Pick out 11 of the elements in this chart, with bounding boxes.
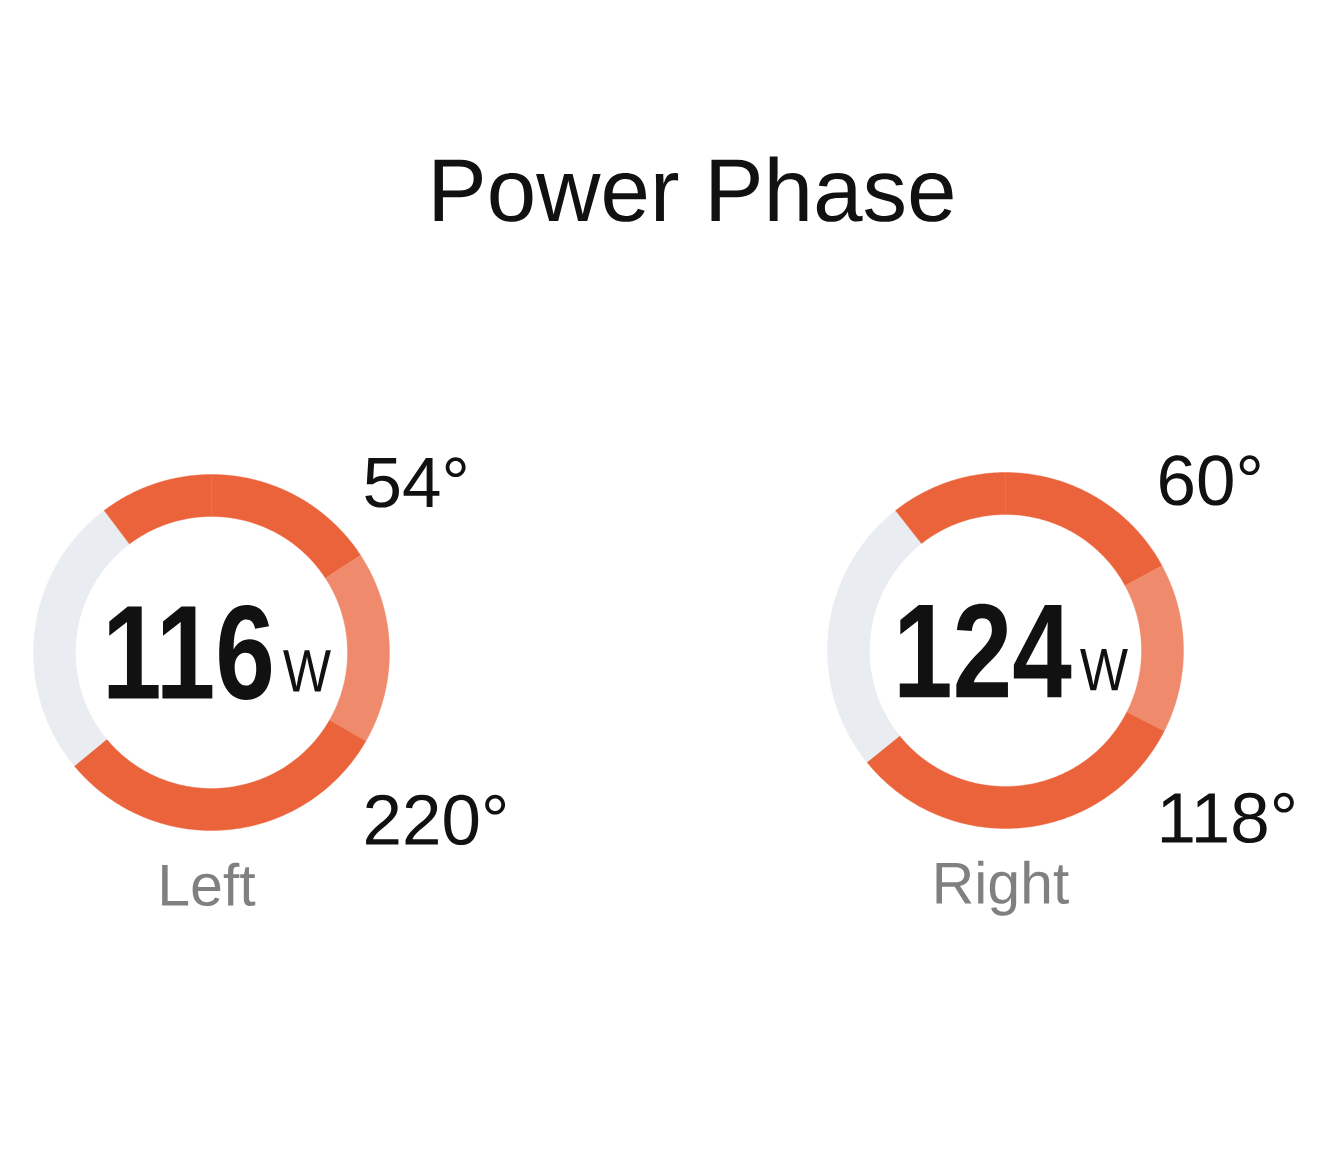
text: W xyxy=(1080,648,1128,691)
text: 124 xyxy=(899,603,1072,698)
text: 54° xyxy=(365,457,466,508)
text: Right xyxy=(936,860,1069,916)
text: 118° xyxy=(1161,792,1294,844)
text: W xyxy=(283,650,331,692)
text: Left xyxy=(162,862,256,907)
text: 116 xyxy=(108,605,272,700)
text: 220° xyxy=(366,794,506,846)
text: 60° xyxy=(1160,455,1260,506)
text: Power Phase xyxy=(434,156,953,222)
